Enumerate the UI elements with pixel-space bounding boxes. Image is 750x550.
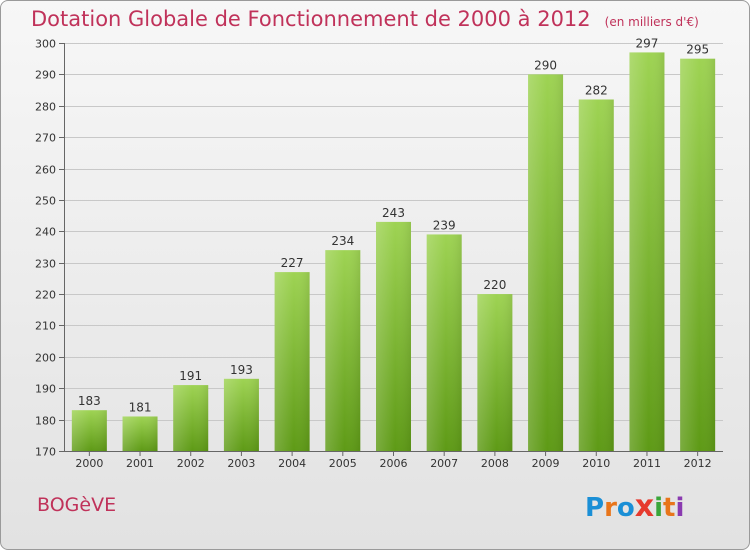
x-tick-label: 2007 — [430, 457, 458, 470]
bar-shade — [325, 250, 361, 451]
y-tick-label: 220 — [35, 289, 56, 302]
y-tick-label: 210 — [35, 320, 56, 333]
y-tick-label: 180 — [35, 415, 56, 428]
x-tick-label: 2009 — [532, 457, 560, 470]
logo-letter: i — [654, 493, 664, 523]
bar-shade — [680, 58, 716, 451]
data-label: 295 — [686, 43, 709, 57]
data-label: 181 — [129, 400, 152, 414]
x-tick-label: 2004 — [278, 457, 306, 470]
bar-shade — [578, 99, 614, 451]
logo-letter: o — [616, 493, 635, 523]
x-tick-label: 2003 — [227, 457, 255, 470]
x-tick-label: 2010 — [582, 457, 610, 470]
bar-shade — [528, 74, 564, 451]
data-label: 290 — [534, 58, 557, 72]
logo-letter: r — [604, 493, 617, 523]
y-tick-label: 200 — [35, 352, 56, 365]
y-tick-label: 270 — [35, 132, 56, 145]
x-tick-label: 2005 — [329, 457, 357, 470]
bar-shade — [629, 52, 665, 452]
x-tick-label: 2006 — [380, 457, 408, 470]
data-label: 297 — [636, 36, 659, 50]
bar-shade — [223, 378, 259, 451]
data-label: 220 — [483, 278, 506, 292]
data-label: 239 — [433, 218, 456, 232]
y-tick-label: 240 — [35, 226, 56, 239]
data-label: 243 — [382, 206, 405, 220]
chart-title: Dotation Globale de Fonctionnement de 20… — [31, 7, 699, 31]
data-label: 282 — [585, 83, 608, 97]
logo-letter: t — [663, 493, 676, 523]
logo-letter: x — [634, 489, 655, 524]
y-tick-label: 290 — [35, 69, 56, 82]
data-label: 183 — [78, 394, 101, 408]
logo-letter: P — [585, 493, 605, 523]
y-tick-label: 300 — [35, 38, 56, 51]
chart-subtitle: (en milliers d'€) — [604, 15, 699, 29]
y-tick-label: 260 — [35, 164, 56, 177]
y-tick-label: 170 — [35, 446, 56, 459]
y-tick-label: 280 — [35, 101, 56, 114]
x-tick-label: 2012 — [684, 457, 712, 470]
x-tick-label: 2000 — [75, 457, 103, 470]
bar-shade — [426, 234, 462, 451]
bar-shade — [173, 385, 209, 451]
data-label: 234 — [331, 234, 354, 248]
title-text: Dotation Globale de Fonctionnement de 20… — [31, 7, 591, 31]
data-label: 191 — [179, 369, 202, 383]
logo-letter: i — [675, 493, 685, 523]
bar-shade — [376, 221, 411, 451]
x-tick-label: 2002 — [177, 457, 205, 470]
x-tick-label: 2001 — [126, 457, 154, 470]
bar-shade — [274, 272, 310, 451]
data-label: 227 — [281, 256, 304, 270]
commune-name: BOGèVE — [37, 494, 117, 516]
bar-shade — [477, 294, 513, 451]
proxiti-logo: Proxiti — [585, 489, 684, 524]
x-tick-label: 2011 — [633, 457, 661, 470]
y-tick-label: 230 — [35, 258, 56, 271]
y-tick-label: 250 — [35, 195, 56, 208]
bar-shade — [71, 410, 107, 451]
y-tick-label: 190 — [35, 383, 56, 396]
bar-shade — [122, 416, 158, 451]
x-tick-label: 2008 — [481, 457, 509, 470]
data-label: 193 — [230, 363, 253, 377]
